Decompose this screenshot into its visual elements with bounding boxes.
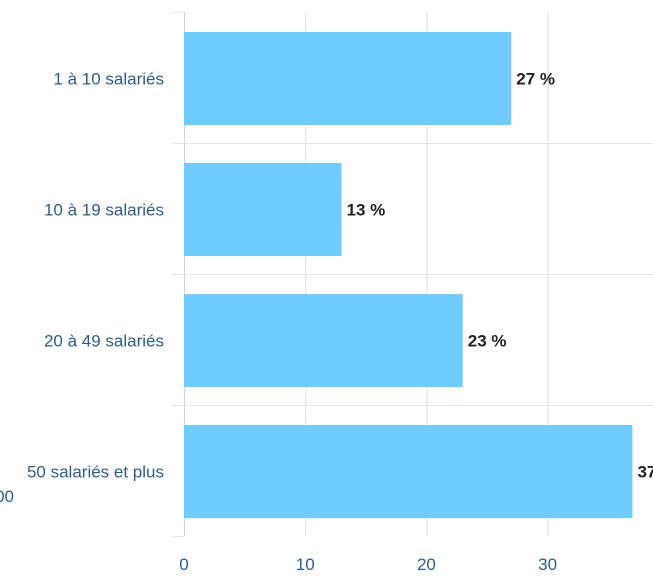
data-label: 13 %	[347, 201, 386, 220]
x-tick-label: 30	[538, 555, 557, 574]
x-tick-label: 20	[417, 555, 436, 574]
data-label: 37 %	[637, 463, 653, 482]
x-tick-label: 10	[296, 555, 315, 574]
bar-1	[184, 32, 512, 125]
data-label: 23 %	[468, 332, 507, 351]
bar-4	[184, 425, 633, 518]
bar-3	[184, 294, 463, 387]
x-tick-label: 0	[179, 555, 188, 574]
category-label: 1 à 10 salariés	[53, 70, 164, 89]
bar-2	[184, 163, 342, 256]
category-label: 20 à 49 salariés	[44, 332, 164, 351]
category-label: 10 à 19 salariés	[44, 201, 164, 220]
label-layer: 1 à 10 salariés 27 % 10 à 19 salariés 13 % 2…	[0, 70, 653, 575]
category-label: 50 salariés et plus	[27, 463, 164, 482]
data-label: 27 %	[516, 70, 555, 89]
cut-off-tick-label: 00	[0, 487, 14, 506]
bar-layer	[184, 32, 633, 518]
